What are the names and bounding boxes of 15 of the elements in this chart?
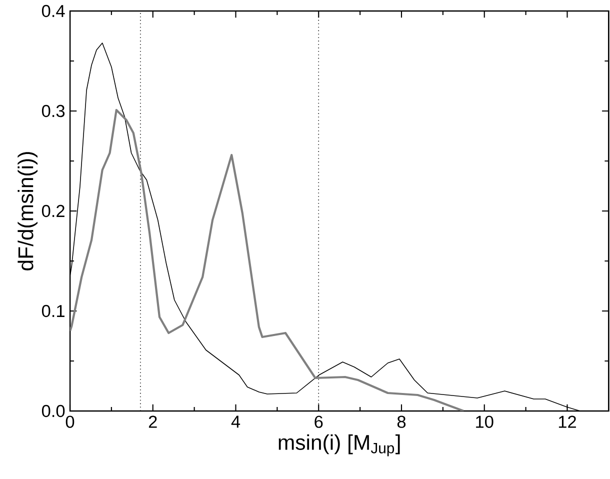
x-axis-title: msin(i) [M$_{Jup}$] — [278, 434, 400, 456]
y-tick-label: 0.1 — [42, 304, 64, 318]
x-tick-label: 12 — [558, 416, 576, 428]
y-tick-label: 0.0 — [42, 404, 65, 418]
y-tick-label: 0.4 — [42, 4, 65, 18]
x-tick-label: 10 — [476, 416, 494, 428]
line-series — [70, 108, 465, 411]
y-tick-label: 0.3 — [42, 104, 65, 118]
x-tick-label: 8 — [397, 416, 406, 428]
x-tick-label: 0 — [66, 416, 74, 428]
y-tick-label: 0.2 — [42, 204, 64, 218]
x-tick-label: 6 — [314, 416, 323, 428]
x-tick-label: 2 — [148, 416, 157, 428]
y-axis-title: dF/d(msin(i)) — [18, 152, 38, 270]
x-tick-label: 4 — [231, 416, 240, 428]
